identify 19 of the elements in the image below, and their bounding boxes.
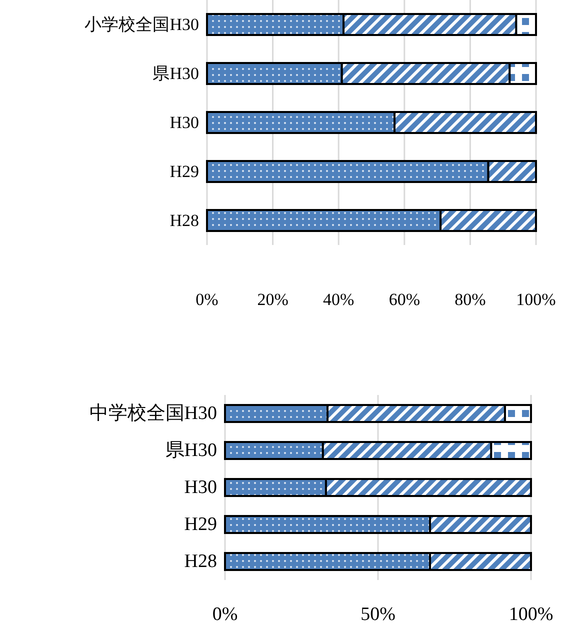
x-tick-label: 80% [454, 290, 486, 309]
y-tick-label: H28 [184, 551, 217, 572]
x-tick-label: 100% [508, 604, 554, 625]
y-tick-label: 小学校全国H30 [84, 15, 199, 34]
x-tick-label: 20% [257, 290, 288, 309]
x-tick-label: 0% [212, 604, 238, 625]
y-tick-label: H28 [170, 211, 199, 230]
y-tick-label: H29 [170, 162, 199, 181]
y-tick-label: 県H30 [165, 440, 217, 461]
y-tick-label: H30 [184, 477, 217, 498]
x-tick-label: 40% [323, 290, 354, 309]
x-tick-label: 0% [196, 290, 218, 309]
y-tick-label: 県H30 [152, 64, 199, 83]
x-tick-label: 60% [388, 290, 420, 309]
y-tick-label: H29 [184, 514, 217, 535]
x-tick-label: 50% [360, 604, 396, 625]
x-tick-label: 100% [516, 290, 556, 309]
y-tick-label: H30 [170, 113, 199, 132]
y-tick-label: 中学校全国H30 [89, 403, 217, 424]
